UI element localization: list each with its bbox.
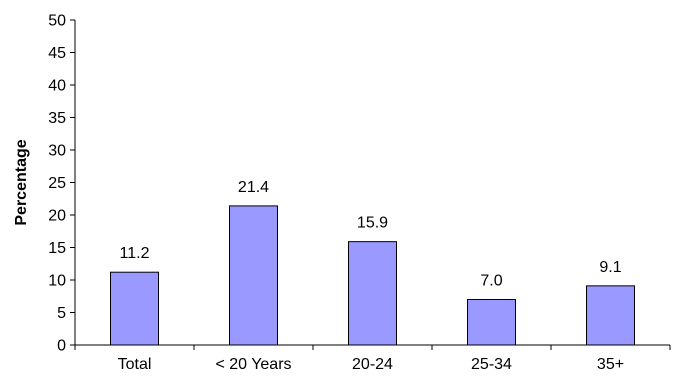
y-tick-label: 45: [48, 45, 66, 62]
data-label: 11.2: [120, 245, 150, 262]
category-label: Total: [118, 356, 152, 373]
data-label: 7.0: [480, 273, 502, 290]
x-axis: [74, 344, 671, 350]
y-tick-label: 35: [48, 110, 66, 127]
category-label: 25-34: [471, 356, 512, 373]
category-labels: Total < 20 Years 20-24 25-34 35+: [118, 356, 624, 373]
y-tick-label: 30: [48, 143, 66, 160]
y-tick-label: 40: [48, 78, 66, 95]
y-tick-label: 20: [48, 208, 66, 225]
bar: [586, 285, 635, 346]
y-ticks: 0 5 10 15 20 25 30 35 40 45 50: [48, 13, 75, 355]
y-tick-label: 10: [48, 273, 66, 290]
y-tick-label: 25: [48, 175, 66, 192]
y-tick-label: 5: [57, 305, 66, 322]
y-tick-label: 15: [48, 240, 66, 257]
category-label: < 20 Years: [215, 356, 291, 373]
data-labels: 11.2 21.4 15.9 7.0 9.1: [120, 179, 622, 290]
y-tick-label: 0: [57, 338, 66, 355]
bar: [467, 299, 516, 346]
y-tick-label: 50: [48, 13, 66, 30]
bar: [229, 205, 278, 346]
category-label: 20-24: [352, 356, 393, 373]
bar: [348, 241, 397, 346]
data-label: 9.1: [599, 259, 621, 276]
y-axis-title: Percentage: [13, 139, 30, 225]
x-ticks: [74, 345, 671, 350]
bar: [110, 271, 159, 346]
bars: [110, 205, 635, 346]
data-label: 15.9: [357, 215, 388, 232]
data-label: 21.4: [238, 179, 269, 196]
y-axis: 0 5 10 15 20 25 30 35 40 45 50: [48, 13, 76, 355]
category-label: 35+: [597, 356, 624, 373]
